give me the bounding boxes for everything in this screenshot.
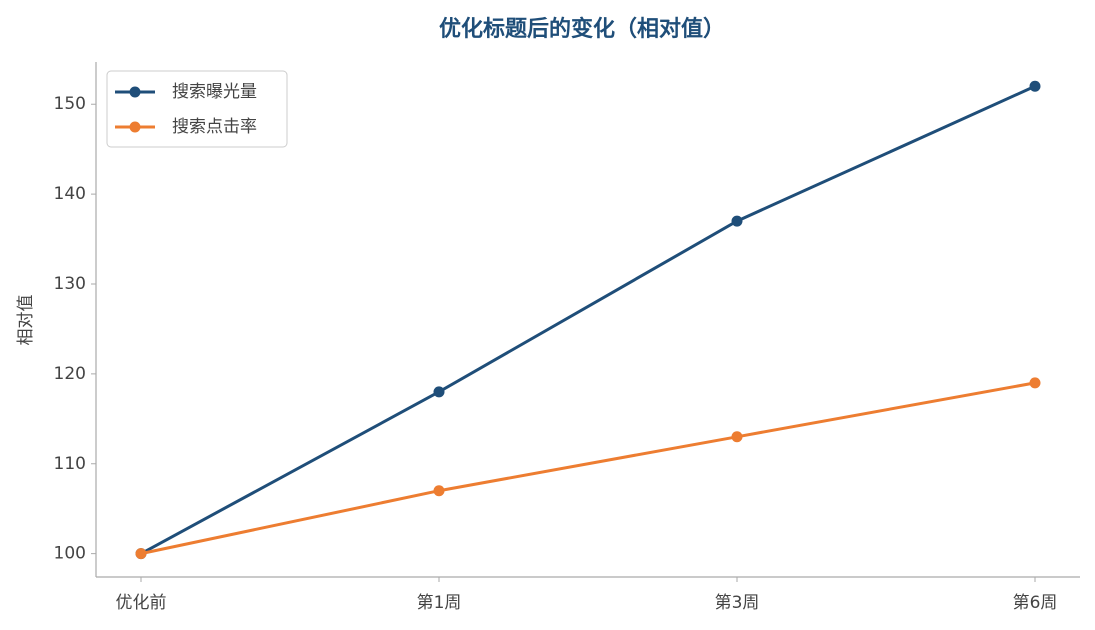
data-point <box>1029 377 1041 389</box>
y-tick-label: 130 <box>54 274 86 294</box>
data-point <box>1029 80 1041 92</box>
series-line <box>140 84 1036 555</box>
y-tick-label: 110 <box>54 454 86 474</box>
legend-label: 搜索点击率 <box>172 117 257 137</box>
legend-label: 搜索曝光量 <box>172 82 257 102</box>
data-point <box>731 215 743 227</box>
y-tick-label: 100 <box>54 544 86 564</box>
x-tick-label: 第6周 <box>1013 593 1058 613</box>
y-tick-label: 140 <box>54 184 86 204</box>
y-axis-label: 相对值 <box>16 295 36 346</box>
series-line <box>140 381 1036 556</box>
legend-marker <box>129 121 141 133</box>
y-tick-label: 120 <box>54 364 86 384</box>
chart-title: 优化标题后的变化（相对值） <box>439 16 725 42</box>
data-point <box>433 386 445 398</box>
legend-marker <box>129 86 141 98</box>
x-tick-label: 第3周 <box>715 593 760 613</box>
x-tick-label: 优化前 <box>116 593 167 613</box>
x-tick-label: 第1周 <box>417 593 462 613</box>
data-point <box>731 431 743 443</box>
y-tick-label: 150 <box>54 94 86 114</box>
data-point <box>135 548 147 560</box>
data-point <box>433 485 445 497</box>
